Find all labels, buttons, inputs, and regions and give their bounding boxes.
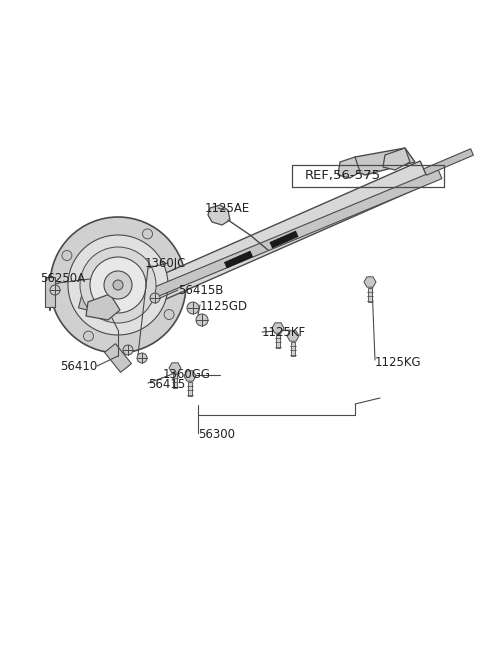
Text: 1125GD: 1125GD bbox=[200, 299, 248, 312]
Circle shape bbox=[50, 217, 186, 353]
Polygon shape bbox=[225, 251, 252, 268]
Circle shape bbox=[50, 285, 60, 295]
Polygon shape bbox=[45, 277, 55, 307]
Text: 1125KF: 1125KF bbox=[262, 326, 306, 339]
Polygon shape bbox=[105, 344, 132, 373]
Circle shape bbox=[90, 257, 146, 313]
Circle shape bbox=[164, 310, 174, 320]
Text: 1360GG: 1360GG bbox=[163, 369, 211, 381]
Text: REF,56-575: REF,56-575 bbox=[305, 168, 381, 181]
Circle shape bbox=[113, 280, 123, 290]
Text: 56415: 56415 bbox=[148, 379, 185, 392]
Polygon shape bbox=[95, 161, 430, 326]
Circle shape bbox=[187, 302, 199, 314]
Polygon shape bbox=[276, 334, 280, 348]
Circle shape bbox=[80, 247, 156, 323]
Circle shape bbox=[68, 235, 168, 335]
Polygon shape bbox=[291, 342, 295, 356]
Circle shape bbox=[104, 271, 132, 299]
Polygon shape bbox=[350, 148, 415, 175]
Circle shape bbox=[137, 353, 147, 363]
Text: 56415B: 56415B bbox=[178, 284, 223, 297]
Polygon shape bbox=[368, 288, 372, 302]
Text: 56300: 56300 bbox=[198, 428, 235, 441]
Text: 1125AE: 1125AE bbox=[205, 202, 250, 214]
Circle shape bbox=[196, 314, 208, 326]
Polygon shape bbox=[270, 231, 298, 248]
Polygon shape bbox=[86, 294, 120, 320]
Circle shape bbox=[123, 345, 133, 355]
Polygon shape bbox=[188, 382, 192, 396]
Circle shape bbox=[150, 293, 160, 303]
Circle shape bbox=[62, 250, 72, 261]
Text: 56410: 56410 bbox=[60, 360, 97, 373]
Polygon shape bbox=[103, 170, 442, 318]
Polygon shape bbox=[383, 148, 410, 170]
Circle shape bbox=[143, 229, 153, 239]
Polygon shape bbox=[208, 205, 230, 225]
Text: 1125KG: 1125KG bbox=[375, 356, 421, 369]
Text: 1360JC: 1360JC bbox=[145, 257, 186, 269]
Polygon shape bbox=[173, 374, 177, 388]
Polygon shape bbox=[338, 157, 360, 178]
Polygon shape bbox=[78, 296, 120, 318]
Polygon shape bbox=[424, 149, 473, 176]
Circle shape bbox=[84, 331, 94, 341]
Text: 56250A: 56250A bbox=[40, 272, 85, 286]
